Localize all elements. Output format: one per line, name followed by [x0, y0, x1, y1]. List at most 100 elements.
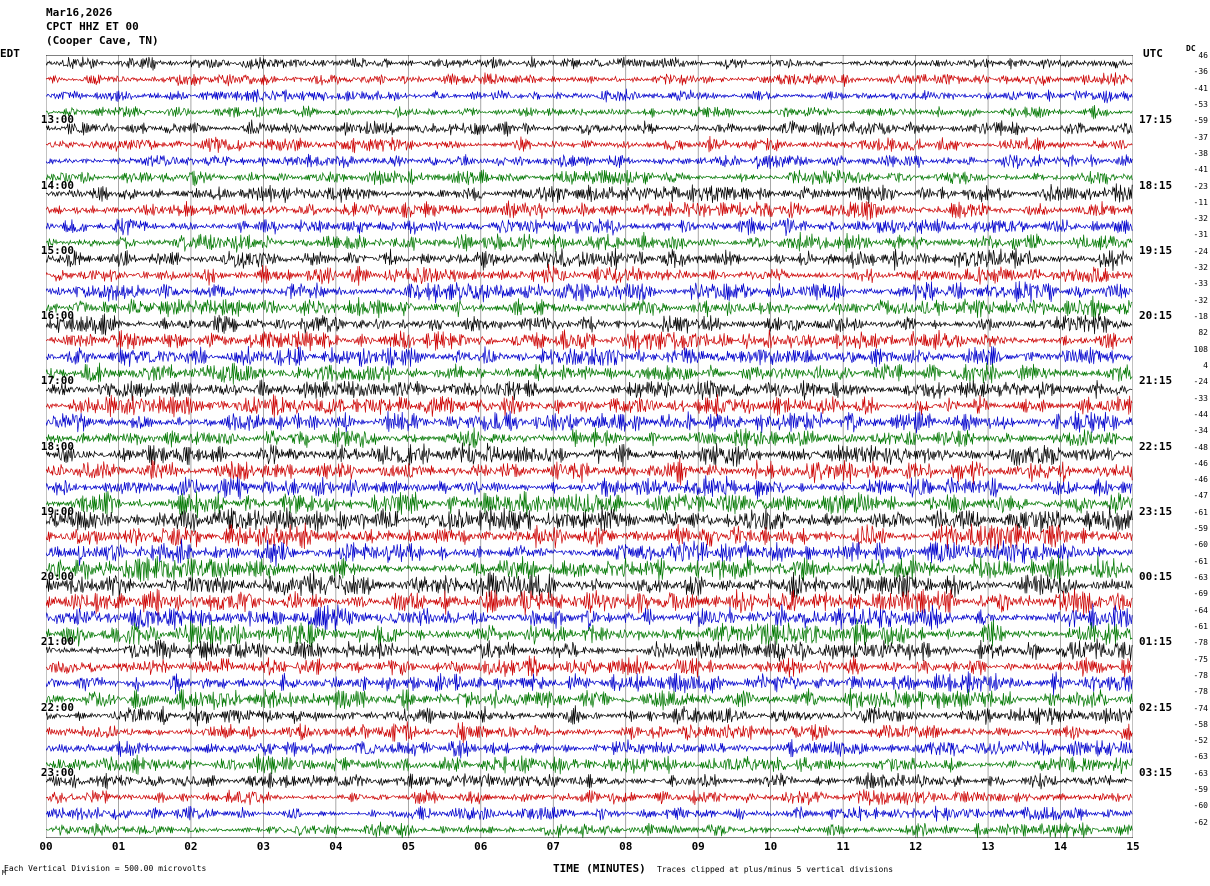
waveform-trace	[46, 281, 1133, 304]
footer-clip-note: Traces clipped at plus/minus 5 vertical …	[657, 865, 894, 874]
dc-value: -59	[1193, 524, 1208, 534]
waveform-trace	[46, 789, 1133, 806]
dc-value: -46	[1193, 458, 1208, 468]
waveform-trace	[46, 345, 1133, 369]
waveform-trace	[46, 247, 1133, 271]
right-time-label: 23:15	[1139, 504, 1173, 518]
waveform-trace	[46, 88, 1133, 104]
dc-value: -41	[1193, 165, 1208, 175]
left-time-label: 16:00	[40, 309, 74, 322]
waveform-trace	[46, 475, 1133, 500]
dc-value: -11	[1193, 197, 1208, 207]
dc-value: 46	[1198, 51, 1208, 60]
waveform-trace	[46, 136, 1133, 154]
waveform-trace	[46, 705, 1133, 727]
waveform-trace	[46, 522, 1133, 551]
dc-value: -63	[1193, 768, 1208, 778]
waveform-trace	[46, 231, 1133, 253]
waveform-trace	[46, 153, 1133, 170]
dc-value: -34	[1193, 426, 1208, 436]
waveform-trace	[46, 753, 1133, 775]
dc-value: -60	[1193, 801, 1208, 811]
dc-value: -44	[1193, 409, 1208, 419]
waveform-trace	[46, 295, 1133, 321]
x-tick-label: 08	[619, 840, 633, 853]
waveform-trace	[46, 56, 1133, 71]
left-time-label: 20:00	[40, 570, 74, 583]
left-time-label: 21:00	[40, 635, 74, 649]
dc-value: -69	[1193, 589, 1208, 599]
right-time-label: 00:15	[1139, 570, 1173, 583]
waveform-trace	[46, 671, 1133, 696]
right-time-label: 22:15	[1139, 439, 1173, 453]
waveform-trace	[46, 168, 1133, 187]
dc-value: -52	[1193, 736, 1208, 746]
dc-value: -75	[1193, 654, 1208, 664]
x-tick-label: 03	[256, 840, 271, 853]
dc-value: 108	[1193, 344, 1208, 354]
right-time-label: 03:15	[1139, 765, 1173, 779]
left-time-label: 18:00	[40, 439, 74, 453]
waveform-trace	[46, 821, 1133, 838]
x-tick-label: 07	[546, 840, 560, 853]
header-station: CPCT HHZ ET 00	[46, 20, 139, 33]
left-time-label: 19:00	[40, 504, 74, 518]
x-tick-label: 10	[764, 840, 778, 853]
x-tick-label: 14	[1053, 840, 1068, 853]
x-tick-label: 13	[981, 840, 995, 853]
dc-value: -63	[1193, 573, 1208, 582]
footer-scale-note: Each Vertical Division = 500.00 microvol…	[4, 864, 207, 873]
waveform-trace	[46, 491, 1133, 519]
x-tick-label: 11	[836, 840, 850, 853]
dc-value: -74	[1193, 703, 1208, 713]
dc-column-label: DC	[1186, 44, 1196, 53]
waveform-trace	[46, 105, 1133, 120]
x-tick-label: 05	[401, 840, 415, 853]
dc-value: -62	[1193, 817, 1208, 827]
dc-value: -37	[1193, 132, 1208, 142]
waveform-trace	[46, 588, 1133, 617]
dc-value: -36	[1193, 67, 1208, 77]
waveform-trace	[46, 410, 1133, 434]
dc-value: -78	[1193, 638, 1208, 648]
left-time-label: 14:00	[40, 178, 74, 192]
dc-value: -38	[1193, 148, 1208, 158]
right-time-label: 18:15	[1139, 178, 1173, 192]
x-tick-label: 04	[329, 840, 343, 853]
waveform-trace	[46, 457, 1133, 486]
waveform-trace	[46, 394, 1133, 419]
dc-value: -32	[1193, 214, 1208, 224]
dc-value: -78	[1193, 687, 1208, 697]
x-tick-label: 09	[691, 840, 705, 853]
waveform-trace	[46, 721, 1133, 744]
left-time-label: 23:00	[40, 765, 74, 779]
dc-value: 82	[1198, 328, 1208, 338]
waveform-trace	[46, 619, 1133, 650]
x-tick-label: 00	[39, 840, 53, 853]
dc-value: -59	[1193, 116, 1208, 126]
dc-value: -23	[1193, 181, 1208, 191]
waveform-trace	[46, 772, 1133, 790]
waveform-trace	[46, 183, 1133, 204]
waveform-trace	[46, 739, 1133, 759]
left-time-label: 17:00	[40, 374, 74, 388]
dc-value: -24	[1193, 246, 1208, 256]
waveform-trace	[46, 442, 1133, 467]
dc-value: -32	[1193, 295, 1208, 305]
waveform-trace	[46, 538, 1133, 567]
dc-value: -33	[1193, 393, 1208, 403]
waveform-trace	[46, 119, 1133, 137]
waveform-trace	[46, 805, 1133, 822]
waveform-trace	[46, 313, 1133, 336]
waveform-trace	[46, 570, 1133, 599]
dc-value: -58	[1193, 719, 1208, 729]
dc-value: -24	[1193, 377, 1208, 387]
dc-value: -33	[1193, 279, 1208, 289]
waveform-trace	[46, 427, 1133, 450]
header-date: Mar16,2026	[46, 6, 113, 19]
dc-value: -59	[1193, 785, 1208, 795]
dc-value: -78	[1193, 670, 1208, 680]
waveform-trace	[46, 554, 1133, 584]
right-axis-label: UTC	[1143, 47, 1163, 60]
